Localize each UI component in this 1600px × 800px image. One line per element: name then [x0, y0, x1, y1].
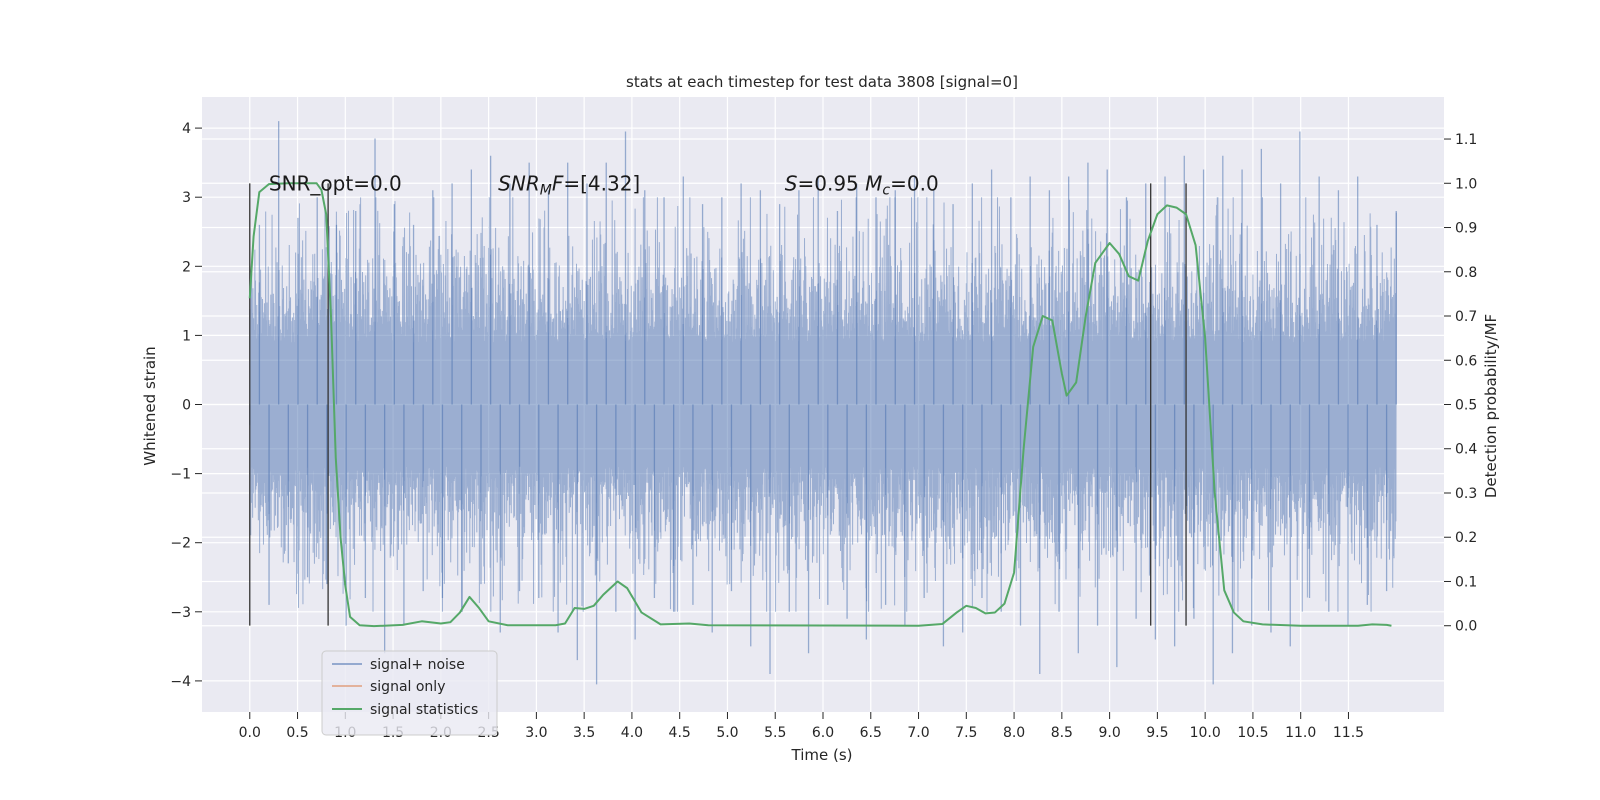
legend-label-signal-only: signal only [370, 679, 445, 695]
annotation-snr-mf: SNRMF=[4.32] [498, 171, 640, 198]
legend-label-signal-plus-noise: signal+ noise [370, 657, 465, 673]
x-tick-label: 4.5 [669, 725, 691, 741]
series-signal-plus-noise [249, 121, 1397, 685]
x-tick-label: 3.5 [573, 725, 595, 741]
y2-tick-label: 0.0 [1455, 619, 1477, 635]
y2-tick-label: 0.9 [1455, 221, 1477, 237]
x-tick-label: 10.5 [1237, 725, 1268, 741]
x-tick-label: 7.5 [955, 725, 977, 741]
y2-tick-label: 0.7 [1455, 309, 1477, 325]
x-tick-label: 10.0 [1190, 725, 1221, 741]
y-axis-ticks: −4 −3 −2 −1 0 1 2 3 4 [170, 121, 202, 690]
annotations: SNR_opt=0.0 SNRMF=[4.32] S=0.95 Mc=0.0 [269, 171, 939, 198]
x-tick-label: 5.5 [764, 725, 786, 741]
chart-title: stats at each timestep for test data 380… [626, 73, 1018, 91]
series-signal-statistics [248, 182, 1392, 628]
x-tick-label: 8.0 [1003, 725, 1025, 741]
y2-tick-label: 0.3 [1455, 486, 1477, 502]
x-tick-label: 4.0 [621, 725, 643, 741]
y2-tick-label: 0.8 [1455, 265, 1477, 281]
y-tick-label: 1 [182, 328, 191, 344]
x-tick-label: 6.0 [812, 725, 834, 741]
y-tick-label: 2 [182, 259, 191, 275]
y-tick-label: −2 [170, 536, 191, 552]
y2-tick-label: 0.4 [1455, 442, 1477, 458]
y-tick-label: 4 [182, 121, 191, 137]
legend-box [321, 650, 498, 736]
x-tick-label: 8.5 [1051, 725, 1073, 741]
x-tick-label: 9.0 [1098, 725, 1120, 741]
y-tick-label: −4 [170, 674, 191, 690]
y2-tick-label: 1.1 [1455, 132, 1477, 148]
y-tick-label: −1 [170, 467, 191, 483]
annotation-snr-opt: SNR_opt=0.0 [269, 171, 402, 195]
x-tick-label: 0.5 [286, 725, 308, 741]
annotation-s-mc: S=0.95 Mc=0.0 [785, 171, 939, 198]
y2-tick-label: 0.5 [1455, 398, 1477, 414]
legend: signal+ noise signal only signal statist… [321, 650, 498, 736]
y2-axis-label: Detection probability/MF [1482, 314, 1500, 498]
y2-axis-ticks: 0.0 0.1 0.2 0.3 0.4 0.5 0.6 0.7 0.8 0.9 1.0 1.1 [1444, 132, 1477, 635]
y-tick-label: −3 [170, 605, 191, 621]
y2-tick-label: 0.2 [1455, 530, 1477, 546]
y-tick-label: 3 [182, 190, 191, 206]
y2-tick-label: 0.6 [1455, 353, 1477, 369]
x-tick-label: 11.0 [1285, 725, 1316, 741]
y2-tick-label: 0.1 [1455, 574, 1477, 590]
statistics-line [248, 182, 1392, 628]
x-tick-label: 11.5 [1333, 725, 1364, 741]
y-tick-label: 0 [182, 398, 191, 414]
x-tick-label: 5.0 [716, 725, 738, 741]
y2-tick-label: 1.0 [1455, 176, 1477, 192]
x-tick-label: 9.5 [1146, 725, 1168, 741]
x-axis-label: Time (s) [791, 746, 853, 764]
x-tick-label: 0.0 [239, 725, 261, 741]
x-tick-label: 6.5 [860, 725, 882, 741]
y-axis-label: Whitened strain [141, 346, 159, 465]
x-tick-label: 3.0 [525, 725, 547, 741]
x-tick-label: 7.0 [907, 725, 929, 741]
legend-label-signal-statistics: signal statistics [370, 702, 478, 718]
